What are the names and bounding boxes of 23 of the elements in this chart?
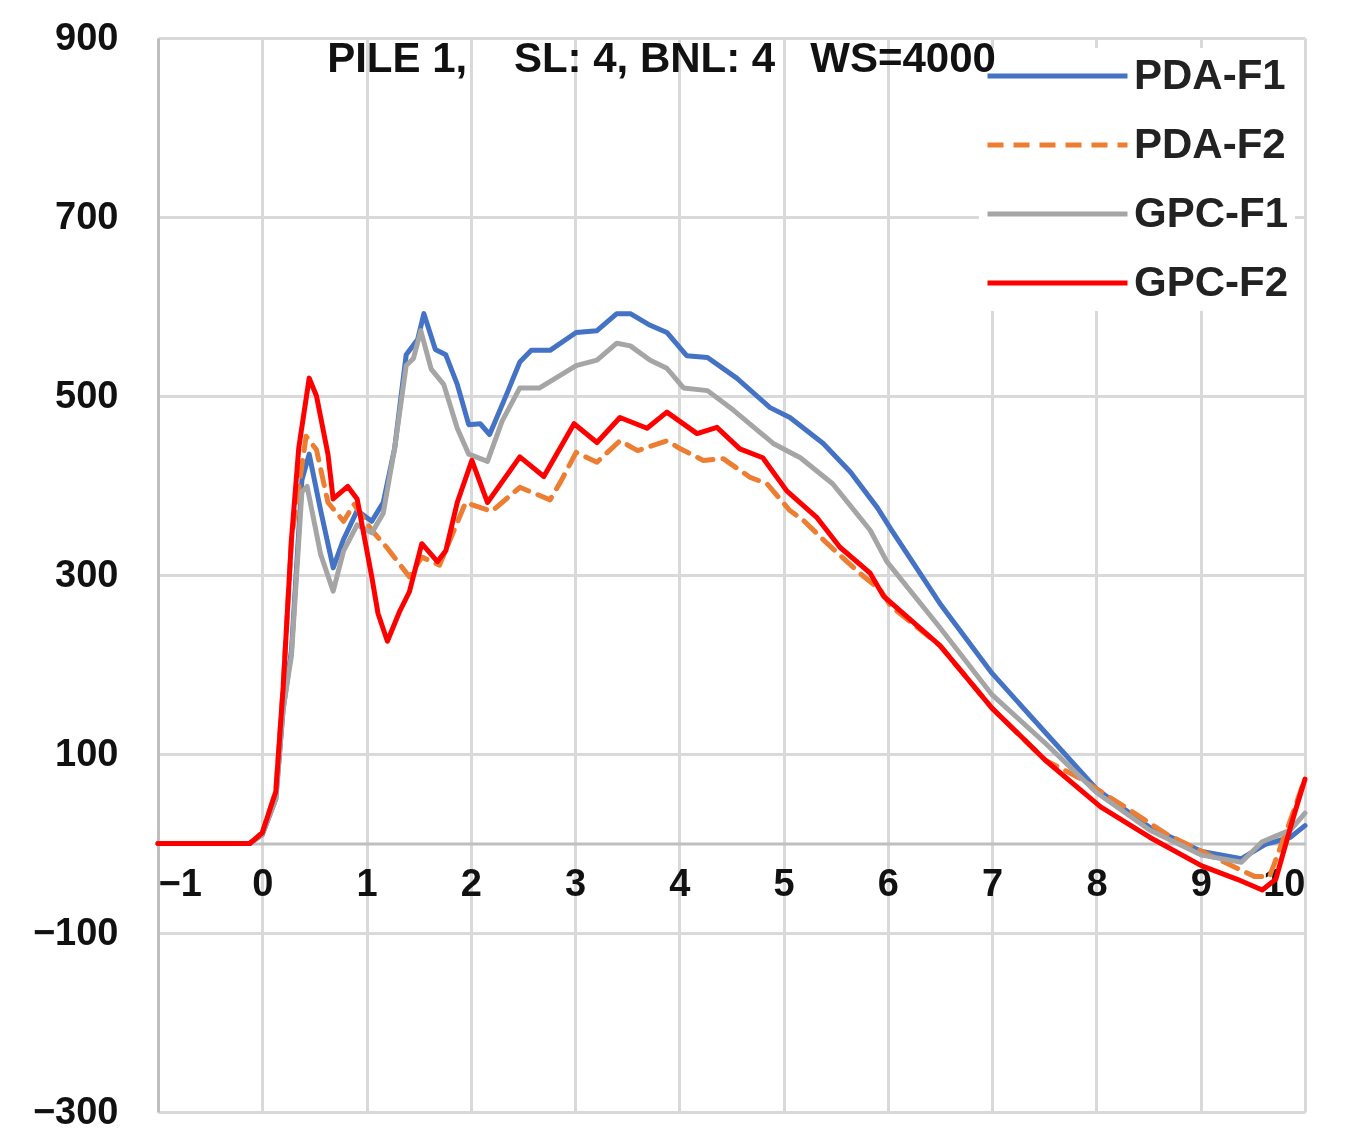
x-tick-label: 1 — [356, 862, 378, 904]
x-tick-label: 0 — [252, 862, 274, 904]
y-tick-label: 700 — [55, 194, 119, 237]
chart-title: PILE 1, SL: 4, BNL: 4 WS=4000 — [327, 34, 996, 81]
x-tick-label: 7 — [982, 862, 1004, 904]
y-tick-label: 100 — [55, 731, 119, 774]
y-tick-label: 500 — [55, 373, 119, 416]
x-tick-label: 5 — [773, 862, 795, 904]
x-tick-label: 6 — [877, 862, 899, 904]
x-tick-label: 4 — [669, 862, 691, 904]
x-tick-label: 9 — [1190, 862, 1212, 904]
y-tick-label: 300 — [55, 552, 119, 595]
legend-label: GPC-F2 — [1134, 258, 1289, 305]
x-tick-label: 8 — [1086, 862, 1108, 904]
y-tick-label: −100 — [32, 910, 119, 953]
legend-label: PDA-F1 — [1134, 51, 1286, 98]
legend-label: PDA-F2 — [1134, 120, 1286, 167]
x-tick-label: 3 — [565, 862, 587, 904]
x-tick-label: 2 — [460, 862, 482, 904]
x-tick-label: −1 — [158, 862, 202, 904]
y-tick-label: 900 — [55, 15, 119, 58]
y-tick-label: −300 — [32, 1089, 119, 1132]
legend-label: GPC-F1 — [1134, 189, 1289, 236]
